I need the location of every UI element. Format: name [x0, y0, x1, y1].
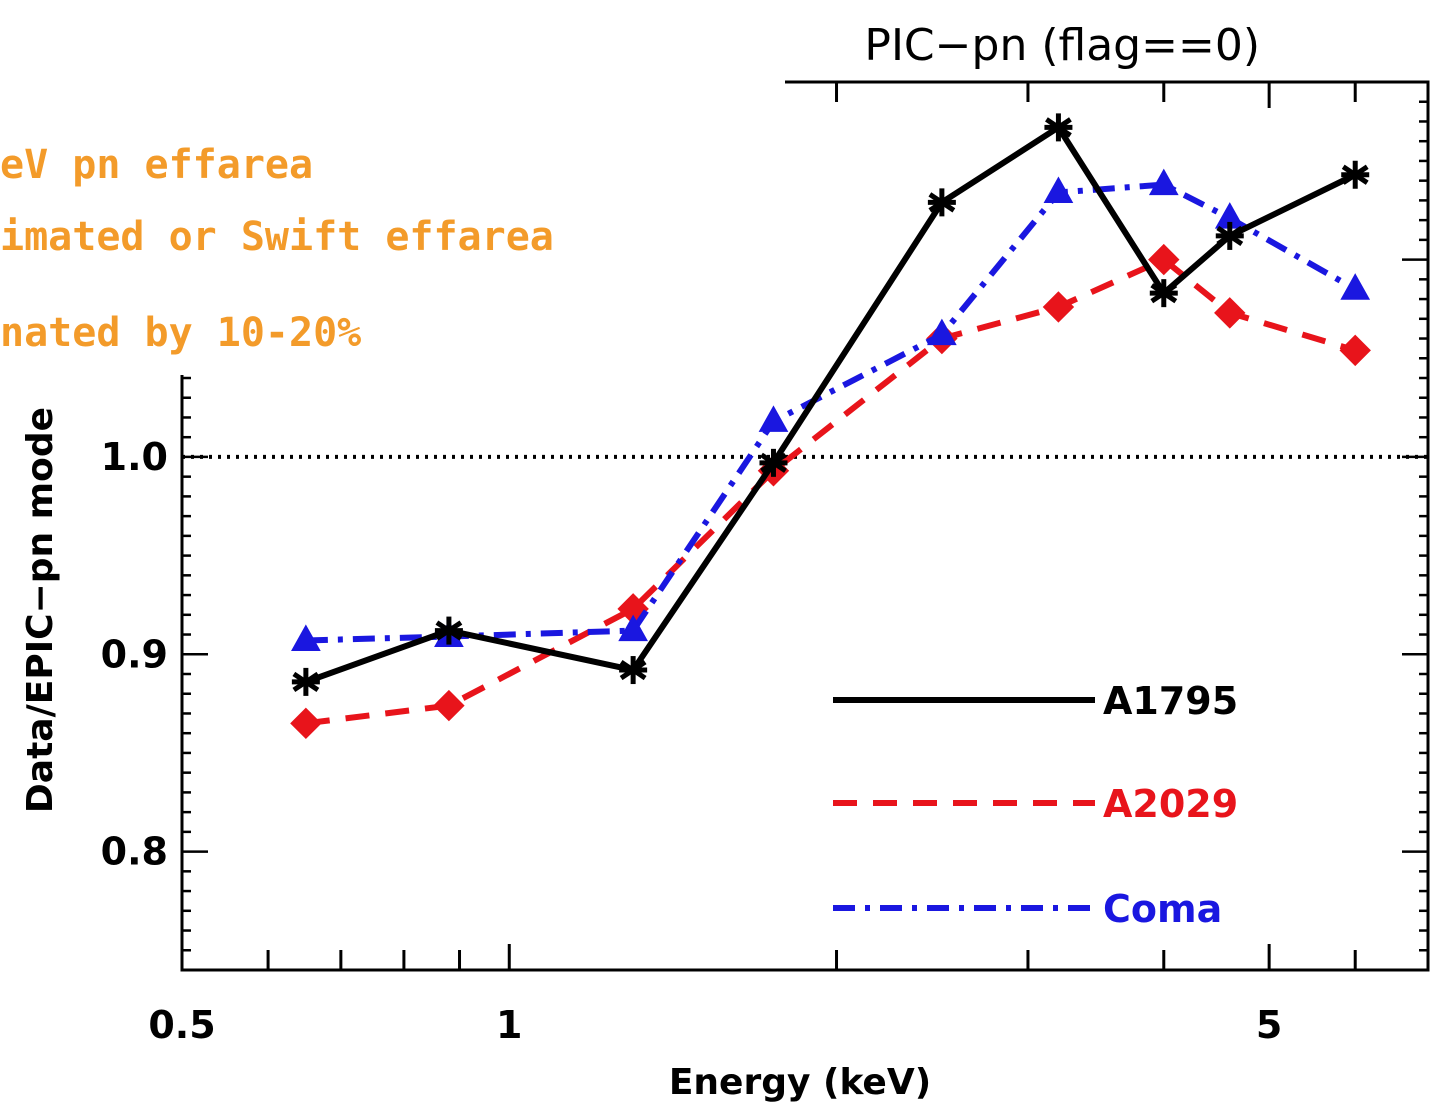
y-tick-label: 1.0 — [101, 435, 168, 479]
x-tick-label: 5 — [1256, 1003, 1282, 1047]
star-marker — [291, 667, 320, 696]
diamond-marker — [433, 689, 465, 722]
y-tick-label: 0.9 — [101, 632, 168, 676]
legend-label-a2029: A2029 — [1103, 782, 1238, 826]
axis-ticks: 0.5 1 5 0.8 0.9 1.0 — [101, 82, 1430, 1047]
legend: A1795 A2029 Coma — [833, 679, 1238, 931]
annotation-backdrop — [0, 0, 785, 375]
star-marker — [1341, 160, 1370, 189]
star-marker — [1215, 221, 1244, 250]
y-axis-title: Data/EPIC−pn mode — [20, 407, 61, 813]
triangle-marker — [291, 624, 321, 651]
legend-label-coma: Coma — [1103, 887, 1222, 931]
annotation-line: imated or Swift effarea — [0, 214, 554, 260]
annotation-line: eV pn effarea — [0, 142, 313, 188]
diamond-marker — [1148, 243, 1180, 276]
x-tick-label: 0.5 — [148, 1003, 215, 1047]
plot-frame — [180, 80, 1430, 972]
diamond-marker — [1339, 334, 1371, 367]
star-marker — [927, 188, 956, 217]
star-marker — [1149, 279, 1178, 308]
plot-frame-box — [180, 80, 1430, 972]
star-marker — [434, 616, 463, 645]
star-marker — [1044, 113, 1073, 142]
triangle-marker — [927, 318, 957, 346]
annotation-group: eV pn effarea imated or Swift effarea nate… — [0, 142, 554, 356]
annotation-line: nated by 10-20% — [0, 310, 361, 356]
triangle-marker — [1340, 273, 1371, 300]
triangle-marker — [758, 405, 789, 432]
star-marker — [619, 656, 648, 685]
star-marker — [759, 448, 788, 477]
y-tick-label: 0.8 — [101, 830, 168, 874]
x-tick-label: 1 — [496, 1003, 522, 1047]
x-axis-title: Energy (keV) — [669, 1062, 931, 1103]
triangle-marker — [618, 614, 648, 642]
diamond-marker — [290, 707, 322, 740]
triangle-marker — [1043, 176, 1074, 204]
diamond-marker — [1214, 297, 1246, 329]
chart-title: PIC−pn (flag==0) — [864, 20, 1260, 71]
diamond-marker — [1042, 291, 1075, 323]
legend-label-a1795: A1795 — [1103, 679, 1238, 723]
series-group — [290, 113, 1371, 740]
triangle-marker — [1148, 168, 1179, 196]
